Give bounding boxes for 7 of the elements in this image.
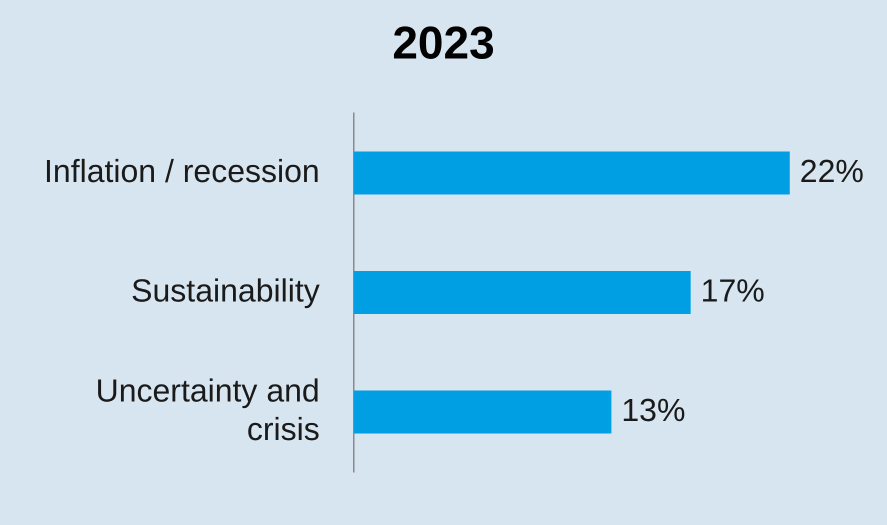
y-tick-label: Uncertainty and crisis [96,372,320,448]
data-label: 17% [700,272,765,308]
y-tick-label: Sustainability [131,272,320,308]
y-tick-label: Inflation / recession [44,152,320,189]
data-label: 22% [800,152,864,189]
chart-title: 2023 [392,16,495,68]
data-label: 13% [621,392,686,428]
